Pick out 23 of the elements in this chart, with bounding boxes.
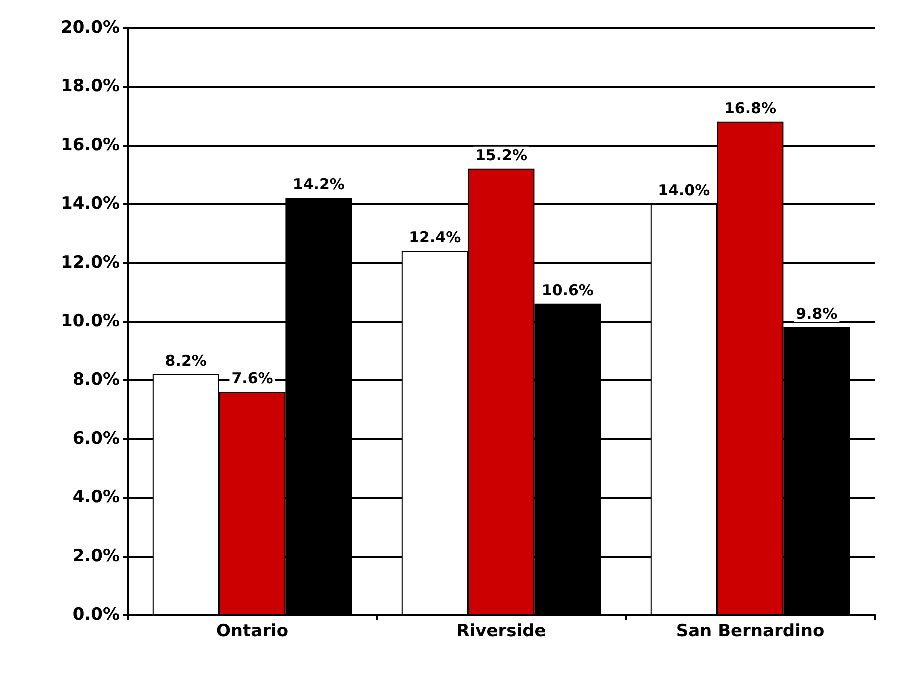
data-label: 12.4% [409, 228, 462, 247]
data-label: 7.6% [232, 369, 274, 388]
x-tick-label: Ontario [216, 622, 289, 642]
data-label: 14.2% [292, 176, 345, 194]
y-tick-label: 0.0% [72, 605, 120, 625]
data-label: 8.2% [165, 352, 207, 370]
y-tick-label: 14.0% [61, 194, 120, 214]
y-tick-label: 12.0% [61, 252, 120, 273]
y-tick-label: 8.0% [72, 370, 120, 390]
y-tick-label: 16.0% [61, 135, 120, 156]
y-tick-label: 18.0% [61, 76, 120, 97]
y-tick-label: 20.0% [61, 18, 120, 38]
data-label: 14.0% [658, 182, 710, 200]
data-label: 9.8% [796, 304, 838, 323]
data-label: 15.2% [475, 146, 528, 164]
y-tick-label: 6.0% [72, 428, 120, 449]
y-tick-label: 10.0% [61, 312, 120, 332]
y-tick-label: 2.0% [72, 546, 120, 566]
x-tick-label: San Bernardino [676, 622, 825, 642]
x-tick-label: Riverside [456, 622, 546, 642]
data-label: 16.8% [724, 99, 777, 118]
data-label: 10.6% [542, 281, 594, 300]
y-tick-label: 4.0% [72, 488, 120, 508]
